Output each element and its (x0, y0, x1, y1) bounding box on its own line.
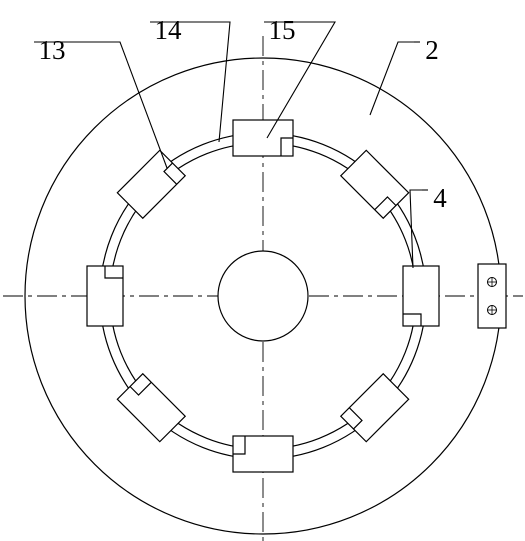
ring-block (87, 266, 123, 326)
ring-block (403, 266, 439, 326)
label-13: 13 (39, 35, 66, 65)
label-15: 15 (269, 15, 296, 45)
label-14: 14 (155, 15, 183, 45)
side-block (478, 264, 506, 328)
hub-circle (218, 251, 308, 341)
label-2: 2 (425, 35, 439, 65)
label-4: 4 (433, 183, 447, 213)
ring-block (233, 436, 293, 472)
ring-block (233, 120, 293, 156)
